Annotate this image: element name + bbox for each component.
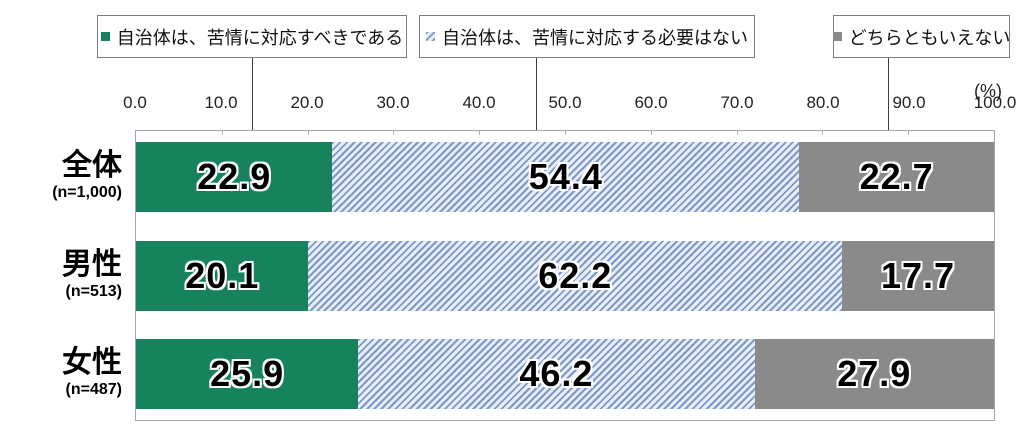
axis-tick-label: 90.0	[892, 93, 926, 112]
bar-segment-series3: 17.7	[842, 241, 994, 311]
legend-swatch-stripes-icon	[426, 32, 435, 41]
category-sample-size: (n=1,000)	[52, 183, 122, 201]
data-label: 54.4	[528, 156, 603, 197]
legend-item-no-need-respond: 自治体は、苦情に対応する必要はない	[419, 15, 755, 58]
plot-area: 22.9 54.4 22.7 20.1 62.2 17.7 25.9 46.2 27.9	[135, 130, 995, 421]
legend-leader-line	[536, 58, 537, 143]
axis-tick-label: 30.0	[376, 93, 410, 112]
data-label: 20.1	[185, 255, 260, 296]
axis-minor-tick	[650, 131, 652, 135]
category-label-3: 女性 (n=487)	[0, 338, 122, 408]
legend-item-should-respond: 自治体は、苦情に対応すべきである	[97, 15, 407, 58]
legend-label: 自治体は、苦情に対応すべきである	[116, 27, 404, 48]
bar-segment-series3: 22.7	[799, 142, 994, 212]
axis-minor-tick	[221, 131, 223, 135]
data-label: 46.2	[519, 353, 594, 394]
category-name: 男性	[62, 248, 122, 282]
bar-segment-series1: 20.1	[136, 241, 309, 311]
bar-row-2: 20.1 62.2 17.7	[136, 241, 994, 311]
bar-segment-series2: 62.2	[308, 241, 843, 311]
axis-tick-label: 80.0	[806, 93, 840, 112]
data-label: 27.9	[837, 353, 912, 394]
axis-minor-tick	[393, 131, 395, 135]
category-name: 全体	[62, 149, 122, 183]
category-label-1: 全体 (n=1,000)	[0, 141, 122, 211]
axis-minor-tick	[908, 131, 910, 135]
bar-row-1: 22.9 54.4 22.7	[136, 142, 994, 212]
axis-tick-label: 20.0	[290, 93, 324, 112]
category-sample-size: (n=487)	[65, 380, 122, 398]
legend-swatch-green-icon	[100, 32, 110, 41]
axis-tick-label: 100.0	[973, 93, 1017, 112]
axis-minor-tick	[736, 131, 738, 135]
legend-label: 自治体は、苦情に対応する必要はない	[442, 27, 748, 48]
axis-unit-label: (%)	[974, 81, 1002, 101]
legend-leader-line	[252, 58, 253, 143]
legend-label: どちらともいえない	[848, 27, 1011, 48]
bar-segment-series1: 22.9	[136, 142, 333, 212]
axis-tick-label: 70.0	[720, 93, 754, 112]
axis-tick-label: 50.0	[548, 93, 582, 112]
axis-tick-label: 60.0	[634, 93, 668, 112]
data-label: 22.9	[197, 156, 272, 197]
axis-minor-tick	[479, 131, 481, 135]
bar-segment-series3: 27.9	[754, 339, 994, 409]
axis-tick-label: 0.0	[123, 93, 147, 112]
category-label-2: 男性 (n=513)	[0, 240, 122, 310]
legend-item-neither: どちらともいえない	[832, 15, 1011, 58]
axis-tick-label: 10.0	[204, 93, 238, 112]
bar-segment-series2: 54.4	[332, 142, 800, 212]
data-label: 62.2	[538, 255, 613, 296]
axis-minor-tick	[565, 131, 566, 135]
bar-row-3: 25.9 46.2 27.9	[136, 339, 994, 409]
axis-minor-tick	[822, 131, 824, 135]
category-sample-size: (n=513)	[65, 282, 122, 300]
bar-segment-series2: 46.2	[358, 339, 755, 409]
category-name: 女性	[62, 346, 122, 380]
data-label: 25.9	[210, 353, 285, 394]
bar-segment-series1: 25.9	[136, 339, 359, 409]
legend-leader-line	[888, 58, 889, 143]
data-label: 22.7	[859, 156, 934, 197]
axis-minor-tick	[307, 131, 309, 135]
axis-tick-label: 40.0	[462, 93, 496, 112]
legend-swatch-gray-icon	[832, 32, 842, 41]
data-label: 17.7	[881, 255, 956, 296]
